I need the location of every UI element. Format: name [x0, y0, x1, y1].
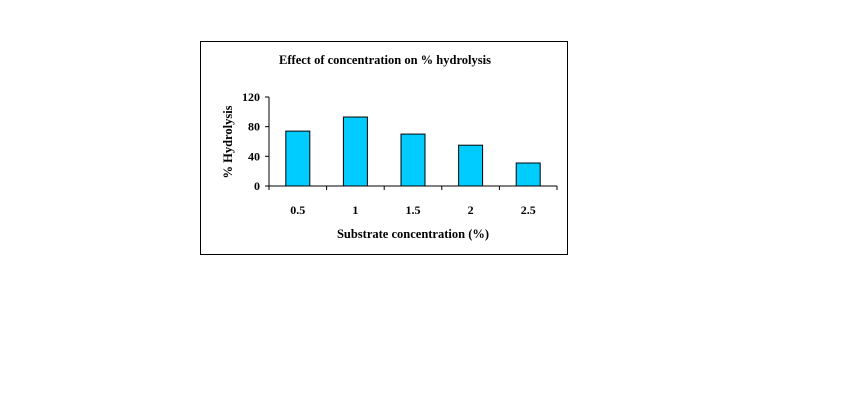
y-tick-label: 120 — [242, 90, 260, 104]
x-axis-label: Substrate concentration (%) — [337, 227, 489, 241]
bar-2 — [458, 144, 484, 187]
bar-1 — [342, 116, 368, 187]
x-tick-label: 2.5 — [521, 203, 536, 217]
x-tick-label: 0.5 — [290, 203, 305, 217]
chart-title: Effect of concentration on % hydrolysis — [279, 53, 491, 67]
y-tick-label: 40 — [248, 149, 260, 163]
bar-2.5 — [515, 162, 541, 187]
x-tick-label: 1.5 — [406, 203, 421, 217]
x-tick-label: 1 — [352, 203, 358, 217]
y-tick-label: 80 — [248, 120, 260, 134]
bar-1.5 — [400, 133, 426, 187]
chart-frame — [200, 41, 568, 255]
y-axis-label: % Hydrolysis — [221, 105, 235, 178]
y-tick-label: 0 — [254, 179, 260, 193]
bar-0.5 — [285, 130, 311, 187]
x-tick-label: 2 — [468, 203, 474, 217]
plot-area: 0 40 80 120 0.5 1 1.5 2 2.5 — [242, 90, 558, 217]
